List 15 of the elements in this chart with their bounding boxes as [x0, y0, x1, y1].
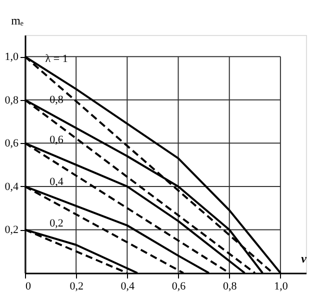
- x-tick-label: 0,6: [172, 280, 186, 292]
- y-tick-label: 0,6: [4, 138, 19, 150]
- x-tick-label: 0,8: [222, 280, 238, 292]
- x-tick-label: 0: [26, 280, 32, 292]
- series-label: 0,2: [50, 217, 64, 230]
- y-tick-label: 0,8: [4, 94, 19, 106]
- y-axis-title: mₑ: [11, 14, 24, 28]
- y-tick-label: 1,0: [4, 51, 19, 64]
- x-tick-label: 0,2: [70, 280, 84, 292]
- x-axis-title: v: [301, 252, 308, 266]
- x-tick-label: 1,0: [274, 280, 288, 292]
- x-tick-label: 0,4: [120, 280, 136, 292]
- y-tick-label: 0,2: [4, 224, 18, 236]
- y-tick-label: 0,4: [4, 180, 19, 193]
- series-label: 0,4: [50, 176, 64, 188]
